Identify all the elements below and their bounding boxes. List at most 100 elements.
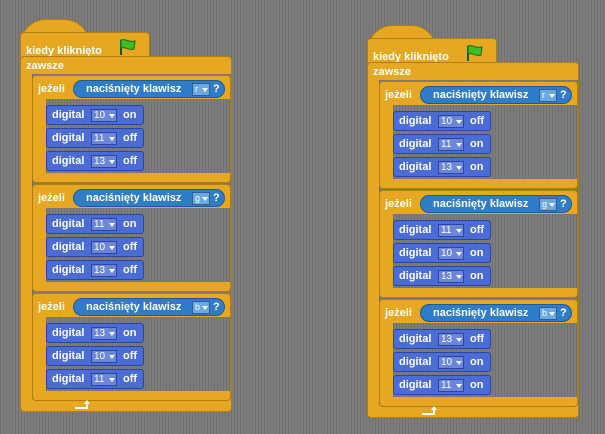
digital-command[interactable]: digital 10 off xyxy=(393,111,491,131)
if-label: jeżeli xyxy=(385,307,412,319)
sensor-label: naciśnięty klawisz xyxy=(433,89,529,101)
digital-label: digital xyxy=(399,161,432,173)
state-label: on xyxy=(470,356,484,368)
pin-dropdown[interactable]: 13 xyxy=(438,161,464,174)
state-label: on xyxy=(470,270,484,282)
state-label: off xyxy=(123,155,138,167)
pin-dropdown[interactable]: 13 xyxy=(91,155,117,168)
sensor-label: naciśnięty klawisz xyxy=(86,301,182,313)
key-pressed-sensor[interactable]: naciśnięty klawisz b ? xyxy=(73,298,225,316)
state-label: off xyxy=(123,373,138,385)
digital-label: digital xyxy=(52,264,85,276)
key-pressed-sensor[interactable]: naciśnięty klawisz b ? xyxy=(420,304,572,322)
loop-arrow-icon xyxy=(74,400,90,413)
pin-dropdown[interactable]: 13 xyxy=(91,327,117,340)
question-mark: ? xyxy=(560,307,567,319)
question-mark: ? xyxy=(560,198,567,210)
hat-label: kiedy kliknięto xyxy=(26,45,102,57)
digital-command[interactable]: digital 10 on xyxy=(46,105,144,125)
dropdown-arrow-icon xyxy=(549,203,555,207)
dropdown-arrow-icon xyxy=(549,312,555,316)
question-mark: ? xyxy=(213,83,220,95)
digital-label: digital xyxy=(52,132,85,144)
key-pressed-sensor[interactable]: naciśnięty klawisz g ? xyxy=(420,195,572,213)
digital-label: digital xyxy=(399,224,432,236)
digital-command[interactable]: digital 13 on xyxy=(46,323,144,343)
digital-label: digital xyxy=(52,327,85,339)
digital-command[interactable]: digital 11 off xyxy=(393,220,491,240)
sensor-label: naciśnięty klawisz xyxy=(433,198,529,210)
dropdown-arrow-icon xyxy=(549,94,555,98)
pin-dropdown[interactable]: 10 xyxy=(438,247,464,260)
forever-label: zawsze xyxy=(373,66,411,78)
digital-command[interactable]: digital 13 on xyxy=(393,266,491,286)
if-label: jeżeli xyxy=(385,198,412,210)
state-label: on xyxy=(470,161,484,173)
digital-command[interactable]: digital 10 on xyxy=(393,243,491,263)
key-pressed-sensor[interactable]: naciśnięty klawisz r ? xyxy=(420,86,572,104)
state-label: on xyxy=(123,218,137,230)
pin-dropdown[interactable]: 10 xyxy=(91,109,117,122)
sensor-label: naciśnięty klawisz xyxy=(433,307,529,319)
pin-dropdown[interactable]: 11 xyxy=(91,373,117,386)
digital-command[interactable]: digital 11 off xyxy=(46,369,144,389)
key-dropdown[interactable]: r xyxy=(192,83,210,96)
if-label: jeżeli xyxy=(38,192,65,204)
state-label: on xyxy=(123,327,137,339)
pin-dropdown[interactable]: 10 xyxy=(438,356,464,369)
digital-command[interactable]: digital 11 on xyxy=(393,375,491,395)
pin-dropdown[interactable]: 13 xyxy=(438,270,464,283)
sensor-label: naciśnięty klawisz xyxy=(86,83,182,95)
digital-command[interactable]: digital 13 off xyxy=(46,151,144,171)
digital-label: digital xyxy=(399,333,432,345)
forever-label: zawsze xyxy=(26,60,64,72)
pin-dropdown[interactable]: 10 xyxy=(91,350,117,363)
state-label: on xyxy=(470,379,484,391)
pin-dropdown[interactable]: 11 xyxy=(91,132,117,145)
digital-label: digital xyxy=(399,270,432,282)
pin-dropdown[interactable]: 11 xyxy=(91,218,117,231)
digital-command[interactable]: digital 11 off xyxy=(46,128,144,148)
pin-dropdown[interactable]: 10 xyxy=(91,241,117,254)
loop-arrow-icon xyxy=(421,406,437,419)
key-dropdown[interactable]: r xyxy=(539,89,557,102)
key-pressed-sensor[interactable]: naciśnięty klawisz r ? xyxy=(73,80,225,98)
key-dropdown[interactable]: b xyxy=(192,301,210,314)
digital-label: digital xyxy=(52,218,85,230)
digital-command[interactable]: digital 10 off xyxy=(46,346,144,366)
question-mark: ? xyxy=(213,301,220,313)
digital-label: digital xyxy=(399,138,432,150)
digital-label: digital xyxy=(52,373,85,385)
key-dropdown[interactable]: g xyxy=(192,192,210,205)
question-mark: ? xyxy=(560,89,567,101)
digital-command[interactable]: digital 13 off xyxy=(46,260,144,280)
digital-command[interactable]: digital 11 on xyxy=(46,214,144,234)
digital-label: digital xyxy=(52,241,85,253)
key-pressed-sensor[interactable]: naciśnięty klawisz g ? xyxy=(73,189,225,207)
dropdown-arrow-icon xyxy=(202,88,208,92)
key-dropdown[interactable]: b xyxy=(539,307,557,320)
dropdown-arrow-icon xyxy=(202,197,208,201)
pin-dropdown[interactable]: 11 xyxy=(438,379,464,392)
state-label: on xyxy=(123,109,137,121)
state-label: off xyxy=(123,264,138,276)
if-label: jeżeli xyxy=(385,89,412,101)
digital-command[interactable]: digital 10 off xyxy=(46,237,144,257)
digital-label: digital xyxy=(52,109,85,121)
pin-dropdown[interactable]: 13 xyxy=(91,264,117,277)
pin-dropdown[interactable]: 11 xyxy=(438,138,464,151)
pin-dropdown[interactable]: 10 xyxy=(438,115,464,128)
key-dropdown[interactable]: g xyxy=(539,198,557,211)
pin-dropdown[interactable]: 13 xyxy=(438,333,464,346)
green-flag-icon xyxy=(118,38,138,61)
pin-dropdown[interactable]: 11 xyxy=(438,224,464,237)
green-flag-icon xyxy=(465,44,485,67)
state-label: off xyxy=(470,333,485,345)
digital-command[interactable]: digital 13 on xyxy=(393,157,491,177)
digital-label: digital xyxy=(399,356,432,368)
digital-label: digital xyxy=(399,379,432,391)
dropdown-arrow-icon xyxy=(202,306,208,310)
digital-command[interactable]: digital 10 on xyxy=(393,352,491,372)
digital-command[interactable]: digital 11 on xyxy=(393,134,491,154)
digital-command[interactable]: digital 13 off xyxy=(393,329,491,349)
